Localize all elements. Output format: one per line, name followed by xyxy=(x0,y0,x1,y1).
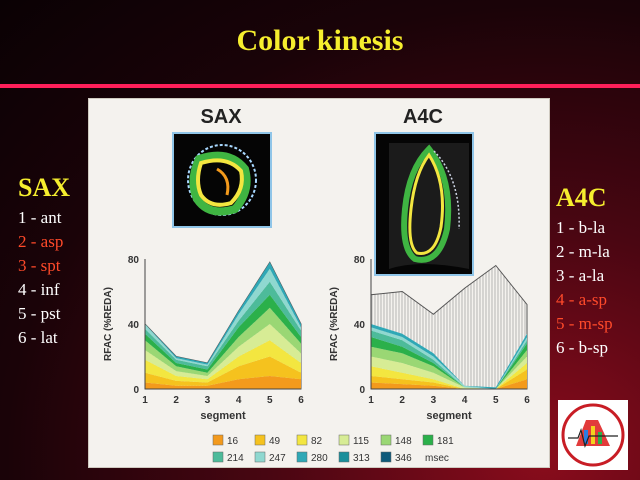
timing-label-181: 181 xyxy=(437,436,454,447)
a4c-band-9 xyxy=(371,324,527,389)
a4c-segment-5: 5 - m-sp xyxy=(556,314,613,333)
sax-y-tick-2: 80 xyxy=(128,255,140,266)
a4c-band-6 xyxy=(371,337,527,389)
a4c-x-tick-0: 1 xyxy=(368,395,374,406)
timing-label-214: 214 xyxy=(227,453,244,464)
timing-swatch-16 xyxy=(212,434,224,446)
sax-echo-image xyxy=(172,132,272,228)
a4c-band-8 xyxy=(371,327,527,389)
a4c-band-7 xyxy=(371,330,527,389)
timing-swatch-148 xyxy=(380,434,392,446)
sax-rfac-chart: 0 40 80 1 2 3 4 5 6 segment RFAC (%REDA) xyxy=(103,255,304,422)
a4c-rfac-chart: 0 40 80 1 2 3 4 5 6 segment RFAC (%REDA) xyxy=(329,255,530,422)
color-kinesis-figure: SAX A4C 0 40 80 1 2 3 4 5 6 segment RFAC (%REDA) 0 4… xyxy=(103,106,530,464)
sax-x-tick-0: 1 xyxy=(142,395,148,406)
sax-x-tick-1: 2 xyxy=(173,395,179,406)
sax-x-label: segment xyxy=(200,410,246,422)
sax-segment-3: 3 - spt xyxy=(18,256,61,275)
a4c-segment-2: 2 - m-la xyxy=(556,242,610,261)
a4c-segment-6: 6 - b-sp xyxy=(556,338,608,357)
timing-unit: msec xyxy=(425,453,449,464)
sax-segment-5: 5 - pst xyxy=(18,304,61,323)
a4c-band-2 xyxy=(371,369,527,389)
sax-band-6 xyxy=(145,294,301,373)
sax-segment-1: 1 - ant xyxy=(18,208,62,227)
sax-segment-4: 4 - inf xyxy=(18,280,60,299)
a4c-x-tick-3: 4 xyxy=(462,395,468,406)
a4c-x-label: segment xyxy=(426,410,472,422)
a4c-x-tick-5: 6 xyxy=(524,395,530,406)
a4c-band-5 xyxy=(371,346,527,389)
timing-swatch-280 xyxy=(296,451,308,463)
a4c-y-tick-0: 0 xyxy=(359,385,365,396)
figure-panel: SAX A4C 0 40 80 1 2 3 4 5 6 segment RFAC (%REDA) 0 4… xyxy=(88,98,550,468)
sax-segment-6: 6 - lat xyxy=(18,328,58,347)
sax-x-tick-3: 4 xyxy=(236,395,242,406)
a4c-y-tick-2: 80 xyxy=(354,255,366,266)
timing-label-115: 115 xyxy=(353,436,369,447)
a4c-segment-4: 4 - a-sp xyxy=(556,290,607,309)
sax-y-tick-0: 0 xyxy=(133,385,139,396)
timing-swatch-214 xyxy=(212,451,224,463)
sax-band-5 xyxy=(145,307,301,376)
chart-title-0: SAX xyxy=(200,106,242,128)
sax-band-4 xyxy=(145,324,301,380)
timing-label-346: 346 xyxy=(395,453,412,464)
timing-swatch-181 xyxy=(422,434,434,446)
timing-label-313: 313 xyxy=(353,453,370,464)
a4c-y-label: RFAC (%REDA) xyxy=(329,287,340,361)
a4c-x-tick-1: 2 xyxy=(399,395,405,406)
title-divider xyxy=(0,84,640,88)
timing-color-legend: 16 49 82 115 148 181 214 247 280 313 346 msec xyxy=(212,434,454,464)
a4c-segment-3: 3 - a-la xyxy=(556,266,605,285)
chart-title-1: A4C xyxy=(403,106,443,128)
a4c-x-tick-2: 3 xyxy=(431,395,437,406)
sax-y-tick-1: 40 xyxy=(128,320,140,331)
a4c-echo-image xyxy=(374,132,474,276)
timing-swatch-313 xyxy=(338,451,350,463)
timing-label-280: 280 xyxy=(311,453,328,464)
timing-swatch-49 xyxy=(254,434,266,446)
sax-x-tick-2: 3 xyxy=(205,395,211,406)
sax-x-tick-5: 6 xyxy=(298,395,304,406)
a4c-segment-legend: A4C 1 - b-la 2 - m-la 3 - a-la 4 - a-sp 5 - … xyxy=(556,182,613,360)
sax-segment-legend: SAX 1 - ant 2 - asp 3 - spt 4 - inf 5 - pst 6… xyxy=(18,172,70,350)
timing-label-16: 16 xyxy=(227,436,239,447)
a4c-band-1 xyxy=(371,379,527,389)
a4c-band-3 xyxy=(371,363,527,389)
sax-band-3 xyxy=(145,340,301,383)
sax-y-label: RFAC (%REDA) xyxy=(103,287,114,361)
timing-label-82: 82 xyxy=(311,436,323,447)
cardiology-logo xyxy=(558,400,628,470)
a4c-y-tick-1: 40 xyxy=(354,320,366,331)
timing-swatch-346 xyxy=(380,451,392,463)
sax-segment-2: 2 - asp xyxy=(18,232,64,251)
a4c-legend-heading: A4C xyxy=(556,183,607,212)
sax-legend-heading: SAX xyxy=(18,173,71,202)
timing-swatch-115 xyxy=(338,434,350,446)
sax-band-2 xyxy=(145,356,301,386)
timing-swatch-247 xyxy=(254,451,266,463)
a4c-x-tick-4: 5 xyxy=(493,395,499,406)
slide-title: Color kinesis xyxy=(236,24,404,57)
timing-swatch-82 xyxy=(296,434,308,446)
a4c-segment-1: 1 - b-la xyxy=(556,218,606,237)
sax-x-tick-4: 5 xyxy=(267,395,273,406)
timing-label-247: 247 xyxy=(269,453,286,464)
timing-label-49: 49 xyxy=(269,436,281,447)
timing-label-148: 148 xyxy=(395,436,412,447)
